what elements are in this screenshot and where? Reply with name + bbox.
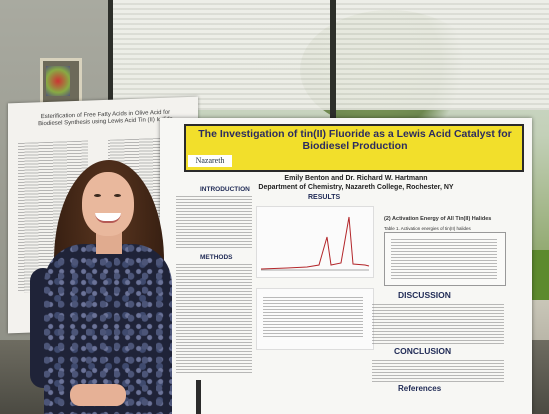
section-methods: METHODS [200,254,233,261]
section-conclusion: CONCLUSION [394,346,452,356]
author-names: Emily Benton and Dr. Richard W. Hartmann [284,175,428,182]
window-blinds [108,0,549,110]
plot-content [263,297,363,337]
spectrum-svg [260,216,370,271]
wall-picture-art [46,66,70,96]
person-neck [96,232,122,254]
easel-leg [196,380,201,414]
section-introduction: INTRODUCTION [200,186,250,193]
conclusion-text [372,360,504,382]
results-plot [256,288,374,350]
author-affiliation: Department of Chemistry, Nazareth Colleg… [258,184,454,191]
college-logo: Nazareth [188,155,232,167]
person-eye [114,194,121,197]
person-eye [94,194,101,197]
poster-title: The Investigation of tin(II) Fluoride as… [198,128,512,152]
activation-energy-table [384,232,506,286]
person-smile [95,213,121,223]
person-face [82,172,134,236]
results-spectrum-chart [256,206,374,278]
section-results: RESULTS [308,194,341,201]
discussion-text [372,304,504,344]
table-caption: (2) Activation Energy of All Tin(II) Hal… [384,216,492,222]
poster-title-banner [184,124,524,172]
spectrum-line [260,216,370,270]
section-discussion: DISCUSSION [398,290,451,300]
person-hands [70,384,126,406]
methods-text [176,264,252,374]
poster-authors: Emily Benton and Dr. Richard W. Hartmann… [186,174,526,192]
introduction-text [176,196,252,250]
table-title: Table 1. Activation energies of tin(II) … [384,226,471,231]
table-rows [391,239,497,279]
section-references: References [398,384,442,393]
